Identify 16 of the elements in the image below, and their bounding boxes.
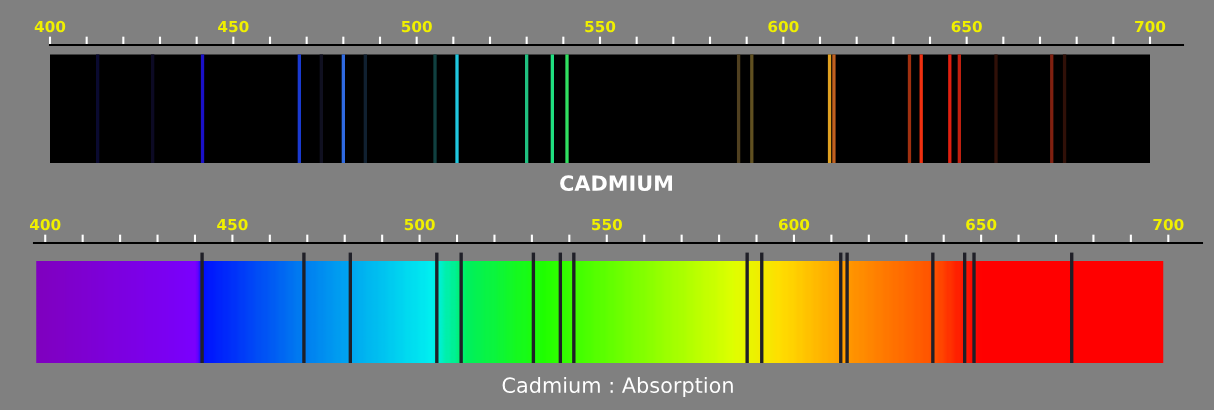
x-tick-label: 650 [966, 218, 997, 231]
x-tick-label: 450 [218, 20, 249, 33]
x-tick-label: 450 [217, 218, 248, 231]
x-tick-label: 500 [404, 218, 435, 231]
x-axis-title: Cadmium : Absorption [502, 376, 733, 398]
x-tick-label: 550 [592, 218, 622, 231]
x-tick-label: 700 [1135, 20, 1166, 33]
x-tick-label: 400 [29, 218, 61, 231]
x-tick-label: 650 [951, 20, 982, 33]
x-axis-title: CADMIUM [560, 175, 672, 192]
x-tick-label: 600 [778, 218, 810, 231]
x-tick-label: 500 [401, 20, 432, 33]
x-tick-label: 700 [1153, 218, 1184, 231]
x-tick-label: 400 [34, 20, 66, 33]
x-tick-label: 600 [768, 20, 799, 33]
x-tick-label: 550 [585, 20, 616, 33]
